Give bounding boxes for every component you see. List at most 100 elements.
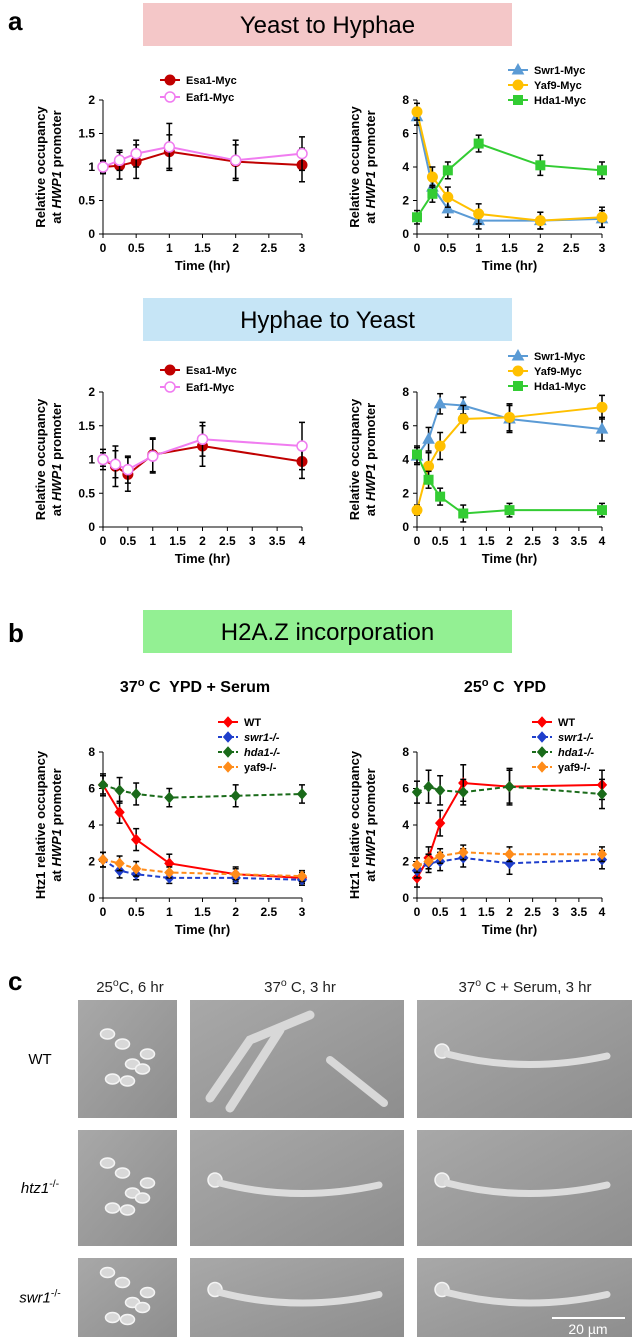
legend-label: Yaf9-Myc [534, 366, 582, 378]
x-tick-label: 2.5 [563, 241, 580, 255]
y-tick-label: 0 [402, 891, 409, 905]
y-tick-label: 1 [88, 453, 95, 467]
legend-marker [164, 74, 176, 86]
marker [97, 779, 109, 791]
y-tick-label: 8 [402, 385, 409, 399]
y-tick-label: 8 [402, 745, 409, 759]
x-tick-label: 2.5 [524, 905, 541, 919]
marker [411, 786, 423, 798]
marker [458, 846, 469, 859]
text-part: promoter [49, 403, 64, 464]
text-part: HWP1 [363, 829, 378, 867]
banner-box [143, 3, 512, 46]
legend-label: Yaf9-Myc [534, 80, 582, 92]
marker [596, 211, 608, 223]
marker [296, 440, 308, 452]
marker [596, 401, 608, 413]
legend-label: hda1-/- [244, 747, 280, 759]
marker [597, 165, 607, 176]
x-axis-title: Time (hr) [175, 922, 230, 937]
text-part: C, 3 hr [287, 979, 336, 996]
panel-letter: b [8, 618, 24, 648]
marker [596, 788, 608, 800]
marker [97, 161, 109, 173]
text-part: o [482, 677, 489, 689]
cell [139, 1177, 156, 1189]
x-tick-label: 0 [100, 534, 107, 548]
marker [435, 491, 446, 502]
legend-label: WT [558, 717, 575, 729]
x-axis-title: Time (hr) [175, 258, 230, 273]
y-tick-label: 2 [402, 855, 409, 869]
marker [97, 853, 109, 866]
text-part: promoter [49, 768, 64, 829]
marker [434, 440, 446, 452]
y-tick-label: 0.5 [78, 194, 95, 208]
text-part: at [363, 867, 378, 882]
x-tick-label: 2.5 [260, 905, 277, 919]
text-part: at [363, 209, 378, 224]
cell [114, 1038, 131, 1050]
text-part: HWP1 [49, 171, 64, 209]
x-tick-label: 2 [232, 241, 239, 255]
x-axis-title: Time (hr) [482, 258, 537, 273]
cell [104, 1311, 121, 1324]
cell [99, 1157, 116, 1169]
y-tick-label: 2 [88, 93, 95, 107]
legend-marker [222, 731, 234, 743]
legend-marker [511, 62, 525, 75]
marker [434, 817, 446, 829]
marker [296, 870, 308, 882]
y-tick-label: 6 [402, 782, 409, 796]
x-tick-label: 1 [166, 241, 173, 255]
marker [296, 788, 308, 800]
cell [139, 1048, 156, 1060]
row-label: swr1-/- [19, 1288, 61, 1307]
legend-marker [512, 365, 524, 377]
marker [114, 857, 125, 870]
text-part: C YPD [489, 679, 547, 696]
x-tick-label: 1.5 [194, 241, 211, 255]
marker [113, 154, 126, 167]
marker [422, 432, 435, 444]
marker [411, 859, 423, 871]
cell [104, 1073, 121, 1085]
text-part: promoter [363, 403, 378, 464]
marker [122, 463, 134, 476]
x-tick-label: 1.5 [501, 241, 518, 255]
y-tick-label: 4 [402, 453, 409, 467]
marker [423, 474, 434, 485]
text-part: HWP1 [363, 171, 378, 209]
marker [458, 786, 469, 798]
y-tick-label: 2 [88, 855, 95, 869]
marker [412, 212, 422, 223]
text-part: o [475, 977, 481, 989]
y-tick-label: 0.5 [78, 486, 95, 500]
legend-marker [164, 381, 176, 393]
y-axis-title: at HWP1 promoter [363, 110, 378, 223]
legend-marker [536, 761, 548, 773]
marker [109, 458, 122, 470]
text-part: C, 6 hr [119, 979, 164, 996]
legend-label: yaf9-/- [558, 762, 591, 774]
banner-box [143, 298, 512, 341]
y-tick-label: 2 [402, 486, 409, 500]
marker [504, 780, 515, 793]
row-label: htz1-/- [21, 1178, 60, 1197]
y-axis-title: Htz1 relative occupancy [33, 750, 48, 899]
marker [442, 191, 454, 203]
x-axis-title: Time (hr) [482, 551, 537, 566]
x-tick-label: 0.5 [439, 241, 456, 255]
x-tick-label: 0 [100, 905, 107, 919]
text-part: HWP1 [49, 463, 64, 501]
text-part: C YPD + Serum [145, 679, 271, 696]
marker [473, 138, 484, 149]
y-tick-label: 6 [402, 127, 409, 141]
text-part: 37 [459, 979, 476, 996]
marker [147, 450, 159, 462]
x-tick-label: 3 [599, 241, 606, 255]
text-part: o [138, 677, 145, 689]
y-tick-label: 1.5 [78, 127, 95, 141]
x-tick-label: 1.5 [478, 905, 495, 919]
